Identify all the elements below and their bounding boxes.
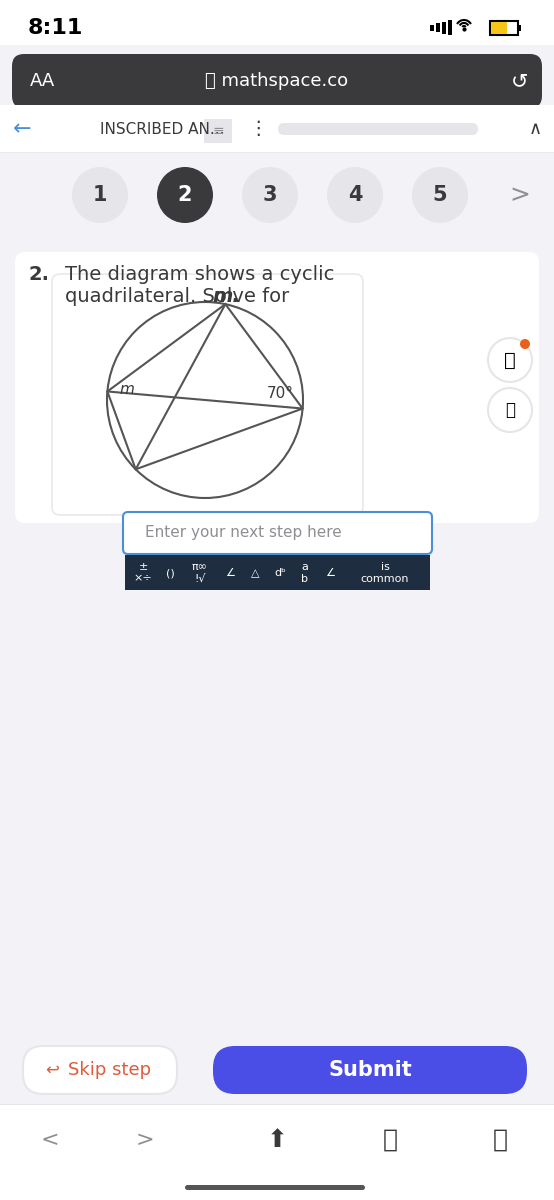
FancyBboxPatch shape (12, 54, 542, 108)
Text: ≡: ≡ (212, 124, 224, 138)
Text: 📖: 📖 (382, 1128, 398, 1152)
Text: The diagram shows a cyclic: The diagram shows a cyclic (65, 265, 335, 284)
Text: ⋮: ⋮ (248, 120, 268, 138)
Text: 💡: 💡 (504, 350, 516, 370)
Text: 2: 2 (178, 185, 192, 205)
FancyBboxPatch shape (0, 1104, 554, 1200)
Circle shape (412, 167, 468, 223)
Text: INSCRIBED AN...: INSCRIBED AN... (100, 121, 224, 137)
Text: quadrilateral. Solve for: quadrilateral. Solve for (65, 288, 295, 306)
FancyBboxPatch shape (278, 122, 478, 134)
FancyBboxPatch shape (213, 1046, 527, 1094)
FancyBboxPatch shape (204, 119, 232, 143)
Text: >: > (510, 182, 530, 206)
Bar (436, 23, 440, 32)
Text: AA: AA (30, 72, 55, 90)
Bar (442, 22, 446, 34)
Bar (430, 25, 434, 31)
Text: 1: 1 (93, 185, 107, 205)
FancyBboxPatch shape (123, 512, 432, 554)
Text: 3: 3 (263, 185, 277, 205)
Text: m: m (120, 382, 135, 397)
Circle shape (72, 167, 128, 223)
Text: 8:11: 8:11 (27, 18, 83, 38)
Text: a
b: a b (301, 562, 309, 583)
Circle shape (488, 338, 532, 382)
Text: Enter your next step here: Enter your next step here (145, 526, 342, 540)
Text: <: < (40, 1130, 59, 1150)
Circle shape (327, 167, 383, 223)
FancyBboxPatch shape (23, 1046, 177, 1094)
Text: dᵇ: dᵇ (274, 568, 286, 578)
Text: ±
×÷: ± ×÷ (134, 562, 152, 583)
Circle shape (520, 338, 530, 349)
Text: ∠: ∠ (325, 568, 335, 578)
FancyBboxPatch shape (0, 104, 554, 152)
Text: △: △ (251, 568, 259, 578)
Text: ⬆: ⬆ (266, 1128, 288, 1152)
Circle shape (157, 167, 213, 223)
Text: >: > (136, 1130, 155, 1150)
Circle shape (488, 388, 532, 432)
FancyBboxPatch shape (0, 0, 554, 44)
Text: ∠: ∠ (225, 568, 235, 578)
FancyBboxPatch shape (125, 554, 430, 590)
FancyBboxPatch shape (52, 274, 363, 515)
Text: ⧉: ⧉ (493, 1128, 507, 1152)
Circle shape (242, 167, 298, 223)
Text: is
common: is common (361, 562, 409, 583)
Text: ↩: ↩ (45, 1061, 59, 1079)
Text: 70°: 70° (267, 386, 294, 401)
FancyBboxPatch shape (185, 1186, 365, 1190)
Text: ←: ← (13, 119, 32, 139)
Text: 5: 5 (433, 185, 447, 205)
Text: π∞
!√: π∞ !√ (192, 562, 208, 583)
Text: Submit: Submit (328, 1060, 412, 1080)
FancyBboxPatch shape (15, 252, 539, 523)
Text: (): () (166, 568, 175, 578)
Text: 2.: 2. (28, 265, 49, 284)
Text: 📋: 📋 (505, 401, 515, 419)
FancyBboxPatch shape (518, 25, 521, 31)
Text: m.: m. (212, 288, 240, 306)
Text: ∧: ∧ (529, 120, 542, 138)
Bar (448, 20, 452, 35)
Text: Skip step: Skip step (69, 1061, 152, 1079)
Text: ↺: ↺ (510, 71, 528, 91)
Text: 4: 4 (348, 185, 362, 205)
Text: 🔒 mathspace.co: 🔒 mathspace.co (206, 72, 348, 90)
FancyBboxPatch shape (491, 22, 507, 34)
